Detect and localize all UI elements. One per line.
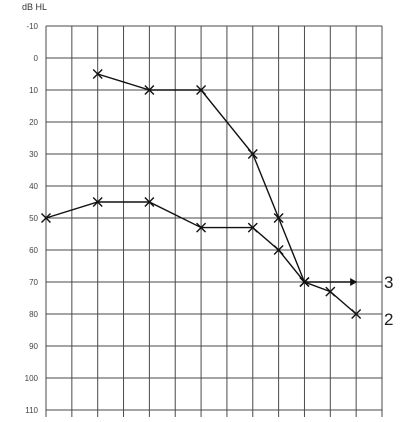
y-tick-label: 40: [29, 182, 38, 191]
y-tick-label: 50: [29, 214, 38, 223]
y-tick-label: 10: [29, 86, 38, 95]
series-end-labels: 32: [384, 273, 393, 329]
y-tick-label: 60: [29, 246, 38, 255]
y-tick-label: 70: [29, 278, 38, 287]
y-axis-label: dB HL: [22, 2, 47, 12]
y-tick-label: 0: [34, 54, 39, 63]
series-end-label-2: 2: [384, 310, 393, 329]
y-tick-label: 90: [29, 342, 38, 351]
y-tick-label: 20: [29, 118, 38, 127]
y-tick-label: 110: [25, 406, 38, 415]
y-tick-label: -10: [26, 22, 38, 31]
y-tick-labels: -10 0 10 20 30 40 50 60 70 80 90 100 110: [25, 22, 39, 415]
y-tick-label: 100: [25, 374, 39, 383]
y-tick-label: 30: [29, 150, 38, 159]
y-tick-label: 80: [29, 310, 38, 319]
series-end-label-3: 3: [384, 273, 393, 292]
chart-grid: [46, 26, 382, 417]
